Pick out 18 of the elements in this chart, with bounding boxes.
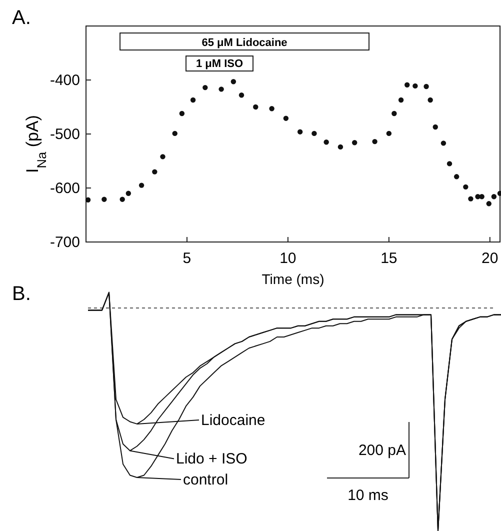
x-tick-label: 20 bbox=[482, 250, 498, 267]
annotation: 1 μM ISO bbox=[196, 58, 244, 70]
annotation: 65 μM Lidocaine bbox=[202, 37, 288, 49]
annotation: 200 pA bbox=[358, 442, 406, 459]
x-tick-label: 10 bbox=[280, 250, 296, 267]
y-tick-label: -400 bbox=[50, 72, 80, 89]
chart-title: A. bbox=[12, 7, 31, 29]
legend-label: control bbox=[183, 471, 228, 488]
chart-title: B. bbox=[12, 283, 31, 305]
x-tick-label: 15 bbox=[380, 250, 398, 267]
x-tick-label: 5 bbox=[182, 250, 192, 267]
legend-label: Lidocaine bbox=[201, 412, 266, 429]
legend-label: Lido + ISO bbox=[176, 450, 248, 468]
y-tick-label: -700 bbox=[50, 234, 80, 251]
y-tick-label: -600 bbox=[50, 180, 80, 197]
annotation: 10 ms bbox=[348, 487, 388, 504]
x-axis-title: Time (ms) bbox=[262, 271, 324, 287]
y-tick-label: -500 bbox=[50, 126, 80, 143]
